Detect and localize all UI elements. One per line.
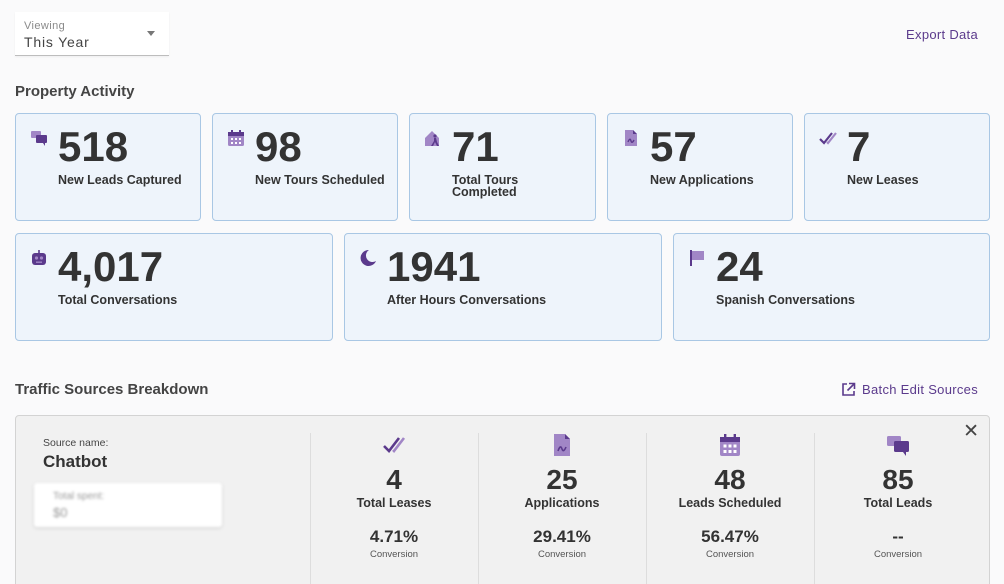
metric-label: Applications	[524, 496, 600, 510]
export-data-link[interactable]: Export Data	[906, 27, 978, 42]
total-spent-label: Total spent:	[53, 491, 105, 502]
card-tours-completed: 71 Total Tours Completed	[409, 113, 596, 221]
card-caption-line: Total Tours	[452, 173, 519, 187]
card-caption-line: Completed	[452, 185, 517, 199]
calendar-icon	[720, 434, 740, 456]
card-value: 7	[847, 123, 871, 170]
card-caption: Total Conversations	[58, 293, 178, 307]
card-value: 57	[650, 123, 697, 170]
viewing-select[interactable]: Viewing This Year	[15, 12, 169, 56]
metric-conversion-label: Conversion	[369, 549, 419, 560]
moon-icon	[360, 249, 376, 266]
viewing-label: Viewing	[24, 20, 66, 32]
chat-bubbles-icon	[887, 436, 909, 456]
double-check-icon	[383, 437, 406, 453]
calendar-icon	[228, 130, 244, 146]
card-tours-scheduled: 98 New Tours Scheduled	[212, 113, 398, 221]
flag-icon	[690, 250, 704, 266]
source-name-label: Source name:	[43, 437, 109, 449]
metric-total-leases: 4 Total Leases 4.71% Conversion	[310, 433, 477, 584]
batch-edit-sources-link[interactable]: Batch Edit Sources	[841, 382, 978, 397]
card-value: 98	[255, 123, 302, 170]
document-icon	[625, 130, 637, 146]
metric-value: 25	[546, 464, 578, 495]
metric-label: Leads Scheduled	[678, 496, 782, 510]
card-caption: New Applications	[650, 173, 754, 187]
traffic-sources-title: Traffic Sources Breakdown	[15, 381, 209, 398]
metric-conversion-label: Conversion	[705, 549, 755, 560]
metric-percent: --	[892, 527, 904, 546]
metric-value: 85	[882, 464, 914, 495]
metric-conversion-label: Conversion	[537, 549, 587, 560]
metric-total-leads: 85 Total Leads -- Conversion	[814, 433, 981, 584]
metric-percent: 29.41%	[533, 527, 591, 546]
metric-leads-scheduled: 48 Leads Scheduled 56.47% Conversion	[646, 433, 813, 584]
card-caption: Total Tours Completed	[452, 173, 519, 199]
robot-icon	[32, 250, 46, 265]
card-after-hours: 1941 After Hours Conversations	[344, 233, 662, 341]
metric-label: Total Leases	[356, 496, 432, 510]
chevron-down-icon	[147, 31, 155, 36]
card-caption: After Hours Conversations	[387, 293, 547, 307]
card-new-applications: 57 New Applications	[607, 113, 793, 221]
viewing-value: This Year	[24, 34, 90, 50]
property-activity-title: Property Activity	[15, 83, 135, 100]
metric-percent: 56.47%	[701, 527, 759, 546]
double-check-icon	[819, 132, 837, 145]
metric-value: 4	[386, 464, 402, 495]
batch-edit-label: Batch Edit Sources	[862, 382, 978, 397]
metric-value: 48	[714, 464, 746, 495]
source-panel: Source name: Chatbot Total spent: $0 ✕ 4…	[15, 415, 990, 584]
card-value: 518	[58, 123, 129, 170]
card-value: 1941	[387, 243, 481, 290]
card-caption: New Leads Captured	[58, 173, 182, 187]
card-value: 24	[716, 243, 763, 290]
close-icon[interactable]: ✕	[963, 421, 979, 442]
external-link-icon	[842, 382, 856, 396]
document-icon	[554, 434, 570, 456]
house-walking-icon	[425, 131, 439, 146]
metric-label: Total Leads	[863, 496, 933, 510]
metric-conversion-label: Conversion	[873, 549, 923, 560]
card-value: 71	[452, 123, 499, 170]
chat-bubbles-icon	[31, 131, 47, 146]
card-total-conversations: 4,017 Total Conversations	[15, 233, 333, 341]
total-spent-value: $0	[53, 505, 68, 520]
source-name-value: Chatbot	[43, 452, 108, 471]
card-caption: New Leases	[847, 173, 919, 187]
metric-percent: 4.71%	[369, 527, 419, 546]
card-new-leases: 7 New Leases	[804, 113, 990, 221]
card-value: 4,017	[58, 243, 164, 290]
card-caption: New Tours Scheduled	[255, 173, 385, 187]
card-spanish-conversations: 24 Spanish Conversations	[673, 233, 990, 341]
card-new-leads: 518 New Leads Captured	[15, 113, 201, 221]
metric-applications: 25 Applications 29.41% Conversion	[478, 433, 645, 584]
card-caption: Spanish Conversations	[716, 293, 855, 307]
total-spent-field[interactable]: Total spent: $0	[34, 483, 222, 527]
